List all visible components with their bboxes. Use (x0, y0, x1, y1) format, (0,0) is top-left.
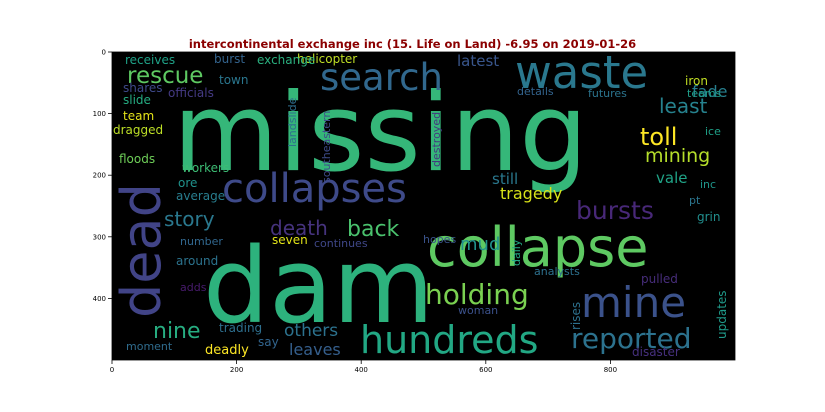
word-seven: seven (272, 233, 308, 247)
word-shares: shares (123, 81, 163, 95)
word-dam: dam (203, 225, 434, 347)
word-workers: workers (182, 161, 229, 175)
word-hopes: hopes (423, 233, 456, 246)
word-ice: ice (705, 125, 721, 138)
word-toll: toll (640, 123, 677, 151)
word-bursts: bursts (576, 196, 654, 225)
word-floods: floods (119, 152, 155, 166)
word-holding: holding (425, 278, 529, 311)
word-tragedy: tragedy (500, 184, 562, 203)
word-cloud-canvas (112, 52, 735, 360)
word-grin: grin (697, 210, 721, 224)
word-deadly: deadly (205, 343, 249, 358)
word-least: least (659, 94, 708, 118)
word-fade: fade (692, 82, 727, 101)
word-officials: officials (168, 86, 214, 100)
axes-frame (111, 51, 736, 361)
x-tick-label: 600 (479, 366, 492, 374)
word-collapse: collapse (427, 216, 648, 279)
word-town: town (219, 73, 248, 87)
x-tick-label: 800 (604, 366, 617, 374)
word-iron: iron (685, 74, 708, 88)
word-death: death (270, 216, 328, 240)
word-ore: ore (178, 176, 197, 190)
word-say: say (258, 335, 279, 349)
word-dragged: dragged (113, 123, 163, 137)
word-waste: waste (515, 46, 648, 99)
word-back: back (347, 217, 400, 242)
word-updates: updates (715, 290, 729, 339)
word-average: average (176, 189, 225, 203)
word-reported: reported (571, 322, 692, 355)
word-helicopter: helicopter (297, 52, 357, 66)
word-dead: dead (110, 183, 173, 318)
word-vale: vale (656, 169, 687, 187)
word-story: story (164, 207, 215, 231)
word-receives: receives (125, 53, 175, 67)
word-rises: rises (569, 302, 583, 330)
word-team: team (123, 109, 154, 123)
word-teams: teams (687, 87, 722, 100)
word-adds: adds (180, 281, 207, 294)
y-tick-label: 300 (93, 233, 106, 241)
x-tick-label: 0 (110, 366, 114, 374)
word-trading: trading (219, 321, 262, 335)
chart-title: intercontinental exchange inc (15. Life … (188, 37, 637, 51)
word-number: number (180, 235, 223, 248)
word-details: details (517, 85, 554, 98)
y-tick-label: 0 (102, 49, 106, 57)
word-southeastern: southeastern (320, 111, 333, 183)
x-tick-label: 400 (355, 366, 368, 374)
word-missing: missing (173, 71, 588, 196)
word-nine: nine (153, 319, 201, 344)
word-mud: mud (460, 234, 500, 255)
word-leaves: leaves (289, 340, 341, 359)
word-collapses: collapses (222, 166, 407, 212)
word-daily: daily (510, 239, 523, 266)
word-continues: continues (314, 237, 368, 250)
word-mining: mining (645, 145, 710, 167)
word-pt: pt (689, 194, 701, 207)
word-woman: woman (458, 304, 498, 317)
word-hundreds: hundreds (360, 318, 538, 362)
word-destroyed: destroyed (430, 112, 443, 167)
y-tick-label: 400 (93, 295, 106, 303)
word-pulled: pulled (641, 272, 678, 286)
x-tick-label: 200 (230, 366, 243, 374)
word-disaster: disaster (632, 345, 680, 359)
word-analysts: analysts (534, 265, 580, 278)
y-tick-label: 200 (93, 172, 106, 180)
word-landslide: landslide (286, 97, 299, 147)
word-still: still (492, 170, 518, 188)
y-tick-label: 100 (93, 110, 106, 118)
word-mine: mine (581, 278, 686, 327)
word-burst: burst (214, 52, 245, 66)
word-futures: futures (588, 87, 627, 100)
word-exchange: exchange (257, 53, 315, 67)
word-rescue: rescue (127, 63, 203, 89)
word-latest: latest (457, 52, 499, 70)
word-moment: moment (126, 340, 173, 353)
word-others: others (284, 321, 338, 341)
word-search: search (320, 56, 443, 99)
word-around: around (176, 254, 218, 268)
word-inc: inc (700, 178, 716, 191)
word-slide: slide (123, 93, 151, 107)
